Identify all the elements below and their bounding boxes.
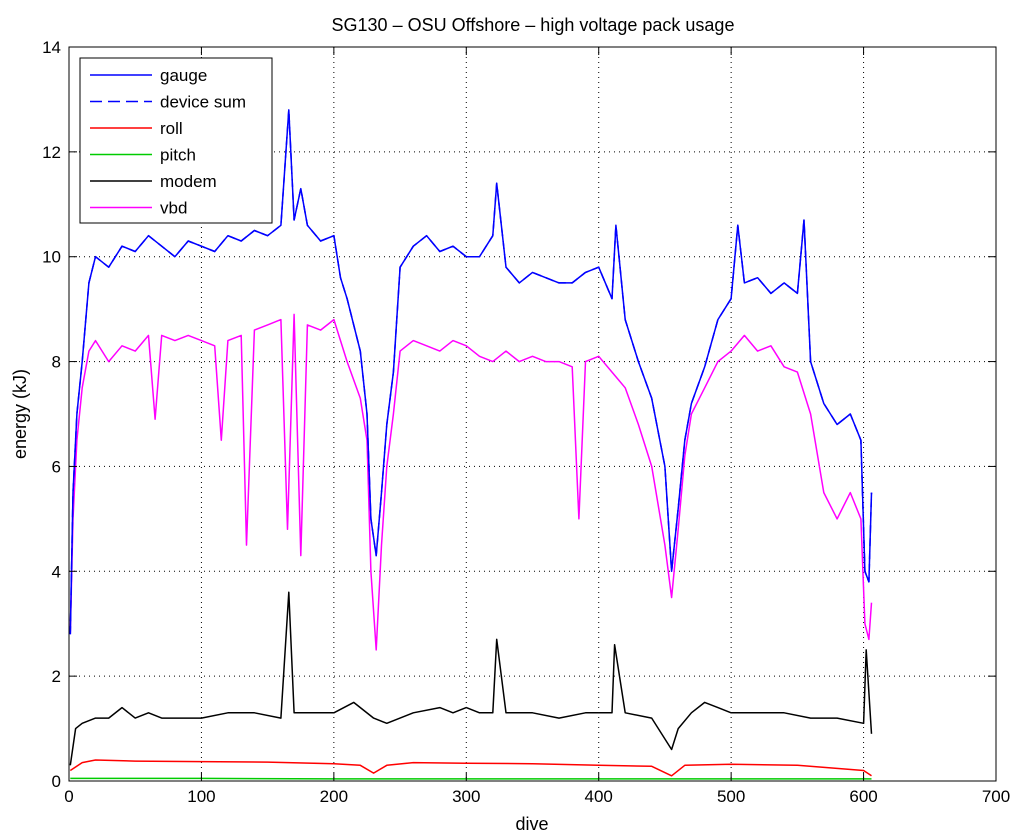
legend-label: pitch [160, 146, 196, 165]
y-tick-label: 14 [42, 38, 61, 57]
x-tick-label: 400 [585, 787, 613, 806]
x-tick-label: 300 [452, 787, 480, 806]
x-tick-label: 600 [849, 787, 877, 806]
y-tick-label: 0 [52, 772, 61, 791]
x-tick-label: 500 [717, 787, 745, 806]
y-tick-label: 4 [52, 562, 61, 581]
series-line-vbd [69, 313, 873, 651]
x-tick-label: 100 [187, 787, 215, 806]
axes-frame [68, 46, 997, 782]
y-tick-label: 8 [52, 353, 61, 372]
legend-label: device sum [160, 93, 246, 112]
series-line-pitch [70, 777, 872, 780]
chart-title: SG130 – OSU Offshore – high voltage pack… [332, 15, 735, 35]
series-line-gauge [69, 109, 873, 635]
legend-label: roll [160, 119, 183, 138]
series-line-roll [69, 759, 872, 777]
axis-ticks: 0 100 200 300 400 500 600 700 0 2 4 6 8 10 12 14 [42, 38, 1010, 806]
legend: gauge device sum roll pitch modem vbd [79, 57, 273, 224]
legend-label: modem [160, 172, 217, 191]
x-tick-label: 0 [64, 787, 73, 806]
y-tick-label: 6 [52, 457, 61, 476]
x-tick-label: 200 [320, 787, 348, 806]
x-tick-label: 700 [982, 787, 1010, 806]
y-tick-label: 2 [52, 667, 61, 686]
y-tick-label: 12 [42, 143, 61, 162]
legend-box [79, 57, 273, 224]
series-line-modem [69, 591, 873, 766]
y-axis-label: energy (kJ) [10, 369, 30, 459]
x-axis-label: dive [515, 814, 548, 834]
legend-label: vbd [160, 199, 187, 218]
y-tick-label: 10 [42, 248, 61, 267]
legend-label: gauge [160, 66, 207, 85]
